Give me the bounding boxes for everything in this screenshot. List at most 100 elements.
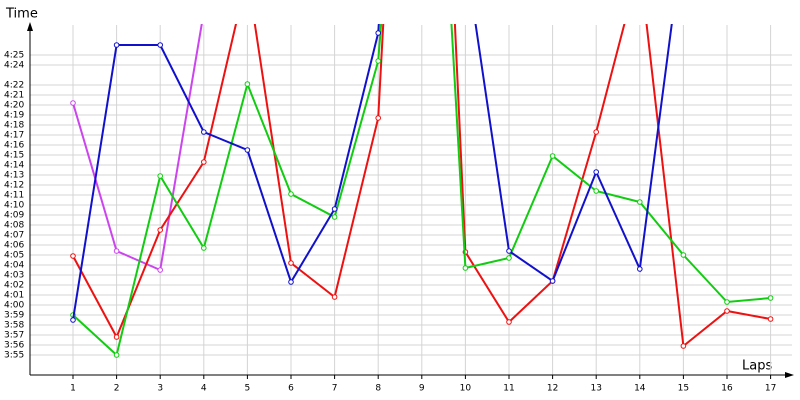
y-tick-label: 4:14 [4,161,24,171]
point [113,352,120,358]
x-tick-label: 8 [375,384,381,394]
point [680,252,687,258]
point [201,245,207,251]
point [637,266,643,272]
point [201,129,207,135]
point [506,248,512,254]
point [549,278,556,284]
x-tick-label: 7 [332,384,338,394]
point [680,343,687,349]
point [331,294,338,300]
point [201,159,207,165]
y-tick-label: 3:59 [4,311,24,321]
x-tick-label: 16 [721,384,733,394]
series-line [72,24,203,272]
point [637,199,643,205]
x-axis-title: Laps [742,359,772,374]
y-tick-label: 4:22 [4,81,24,91]
point [549,153,556,159]
x-tick-label: 17 [765,384,776,394]
point [113,248,120,254]
x-tick-label: 1 [70,384,76,394]
y-tick-label: 4:10 [4,201,24,211]
x-tick-label: 10 [460,384,472,394]
series-line [72,24,771,348]
point [724,308,730,314]
point [375,58,382,64]
y-tick-label: 4:11 [4,191,24,201]
point [506,255,512,261]
point [375,115,382,121]
point [244,147,251,153]
y-tick-label: 3:58 [4,321,24,331]
y-tick-label: 4:07 [4,231,24,241]
point [157,173,163,179]
point [331,206,338,212]
point [724,299,730,305]
y-tick-label: 4:24 [4,61,24,71]
x-tick-label: 14 [634,384,646,394]
point [288,279,294,285]
y-tick-label: 3:55 [4,351,24,361]
point [593,129,600,135]
y-tick-label: 4:05 [4,251,24,261]
point [157,267,163,273]
plot-area [70,10,774,358]
y-tick-label: 4:00 [4,301,24,311]
point [462,265,469,271]
point [157,42,163,48]
x-tick-label: 15 [678,384,689,394]
point [70,100,76,106]
point [506,319,512,325]
series-line [72,24,771,357]
y-tick-label: 4:25 [4,51,24,61]
y-tick-label: 4:09 [4,211,24,221]
y-tick-label: 4:03 [4,271,24,281]
point [288,191,294,197]
x-tick-label: 6 [288,384,294,394]
y-tick-label: 4:17 [4,131,24,141]
x-tick-label: 4 [201,384,207,394]
y-axis-title: Time [5,7,38,22]
point [593,169,600,175]
y-tick-label: 4:04 [4,261,24,271]
point [331,214,338,220]
y-tick-label: 3:56 [4,341,24,351]
y-tick-label: 4:15 [4,151,24,161]
point [157,227,163,233]
point [244,81,251,87]
point [288,260,294,266]
x-arrow [785,372,794,378]
x-tick-label: 5 [245,384,251,394]
y-tick-label: 4:06 [4,241,24,251]
y-tick-label: 4:12 [4,181,24,191]
y-tick-label: 4:13 [4,171,24,181]
y-tick-label: 4:16 [4,141,24,151]
y-tick-label: 4:20 [4,101,24,111]
x-tick-label: 9 [419,384,425,394]
x-tick-label: 3 [157,384,163,394]
y-tick-label: 4:19 [4,111,24,121]
y-tick-label: 4:02 [4,281,24,291]
x-tick-label: 13 [590,384,601,394]
y-tick-label: 4:18 [4,121,24,131]
y-tick-label: 4:21 [4,91,24,101]
point [767,316,774,322]
y-tick-label: 4:08 [4,221,24,231]
point [70,317,76,323]
x-tick-label: 12 [547,384,558,394]
point [593,188,600,194]
x-tick-label: 11 [503,384,514,394]
x-tick-label: 2 [114,384,120,394]
point [767,295,774,301]
point [70,253,76,259]
point [202,10,207,15]
point [113,334,120,340]
y-tick-label: 4:01 [4,291,24,301]
grid: 3:553:563:573:583:594:004:014:024:034:04… [4,25,792,394]
point [113,42,120,48]
y-arrow [27,22,33,31]
point [375,30,382,36]
y-tick-label: 3:57 [4,331,24,341]
